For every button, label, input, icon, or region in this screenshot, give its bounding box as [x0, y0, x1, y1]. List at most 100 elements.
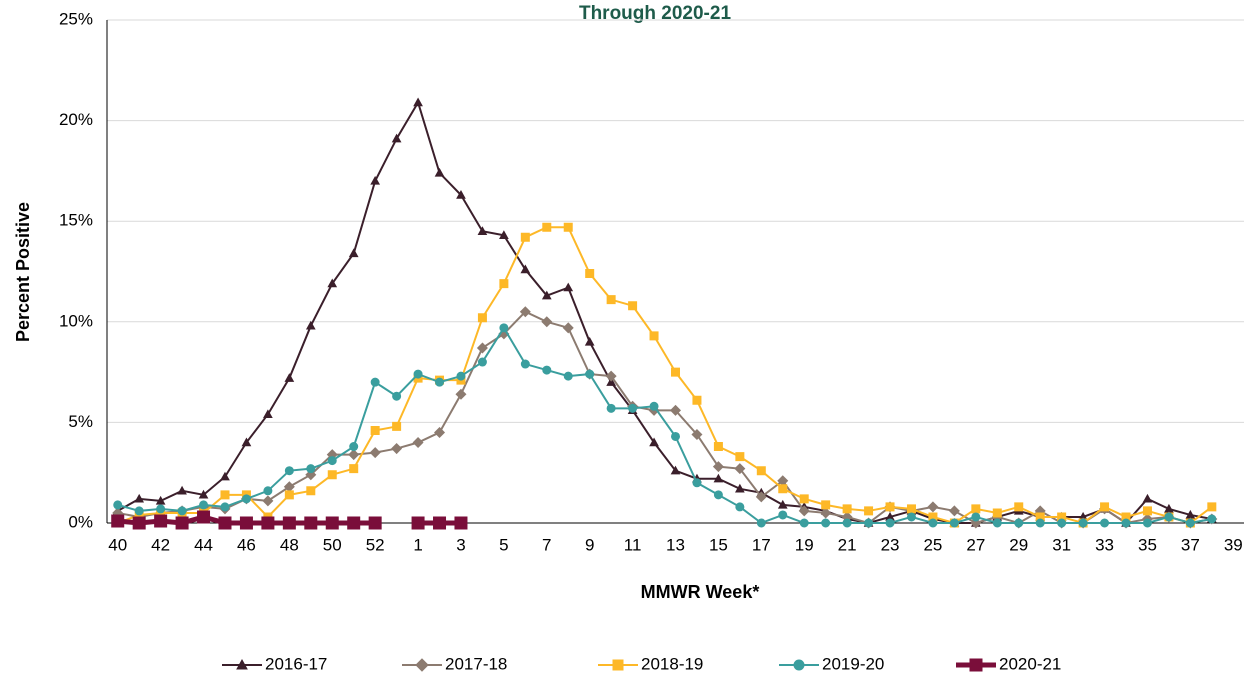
point: [434, 167, 445, 177]
point: [649, 331, 659, 341]
point: [499, 323, 509, 333]
point: [735, 502, 745, 512]
point: [1207, 502, 1217, 512]
point: [132, 516, 146, 530]
point: [606, 403, 616, 413]
point: [499, 279, 509, 289]
x-tick-label: 52: [366, 535, 385, 554]
point: [433, 516, 447, 530]
point: [821, 500, 831, 510]
point: [415, 658, 429, 672]
point: [798, 505, 810, 517]
point: [1207, 514, 1217, 524]
point: [691, 428, 703, 440]
point: [606, 377, 616, 386]
point: [284, 466, 294, 476]
point: [563, 282, 574, 292]
x-tick-label: 3: [456, 535, 465, 554]
x-tick-label: 46: [237, 535, 256, 554]
x-tick-label: 23: [881, 535, 900, 554]
point: [756, 466, 766, 476]
point: [370, 425, 380, 435]
x-tick-label: 29: [1009, 535, 1028, 554]
point: [154, 514, 168, 528]
point: [585, 269, 595, 279]
y-tick-label: 0%: [68, 512, 93, 531]
x-tick-label: 7: [542, 535, 551, 554]
legend-label: 2020-21: [999, 654, 1061, 673]
point: [541, 316, 553, 328]
point: [755, 491, 767, 503]
point: [520, 232, 530, 242]
series: [112, 97, 1217, 527]
point: [1142, 518, 1152, 528]
legend-label: 2017-18: [445, 654, 507, 673]
point: [756, 518, 766, 528]
series-line: [117, 325, 1213, 525]
point: [199, 500, 209, 510]
point: [799, 518, 809, 528]
x-tick-label: 15: [709, 535, 728, 554]
point: [649, 401, 659, 411]
x-tick-label: 44: [194, 535, 213, 554]
point: [842, 518, 852, 528]
point: [305, 320, 316, 330]
point: [327, 470, 337, 480]
point: [477, 357, 487, 367]
point: [327, 456, 337, 466]
point: [282, 516, 296, 530]
point: [1035, 518, 1045, 528]
point: [477, 226, 488, 235]
point: [111, 514, 125, 528]
point: [263, 409, 273, 419]
point: [455, 388, 467, 400]
x-tick-label: 42: [151, 535, 170, 554]
point: [134, 506, 144, 516]
series: [112, 306, 1218, 529]
point: [712, 461, 724, 473]
point: [1142, 493, 1153, 503]
point: [391, 443, 403, 455]
point: [1100, 502, 1110, 512]
point: [370, 377, 380, 387]
point: [585, 369, 595, 379]
point: [1121, 518, 1131, 528]
point: [885, 518, 895, 528]
point: [799, 494, 809, 504]
point: [197, 510, 211, 524]
y-tick-label: 15%: [59, 211, 93, 230]
point: [692, 395, 702, 405]
point: [348, 248, 359, 258]
x-tick-label: 50: [323, 535, 342, 554]
point: [605, 370, 617, 382]
point: [1057, 518, 1067, 528]
point: [155, 495, 166, 505]
point: [542, 365, 552, 375]
x-tick-label: 9: [585, 535, 594, 554]
point: [520, 264, 531, 274]
point: [175, 516, 189, 530]
point: [241, 494, 251, 504]
point: [777, 499, 788, 509]
point: [499, 230, 509, 239]
point: [628, 403, 638, 413]
point: [306, 486, 316, 496]
y-tick-label: 20%: [59, 110, 93, 129]
point: [948, 505, 960, 517]
point: [669, 404, 682, 416]
point: [906, 504, 916, 514]
point: [456, 190, 466, 199]
x-tick-label: 37: [1181, 535, 1200, 554]
point: [413, 369, 423, 379]
y-axis-title: Percent Positive: [13, 202, 33, 342]
point: [261, 516, 275, 530]
series: [111, 510, 468, 530]
point: [992, 508, 1002, 518]
point: [454, 516, 468, 530]
point: [735, 452, 745, 462]
x-tick-label: 1: [413, 535, 422, 554]
series-line: [117, 310, 1213, 525]
point: [820, 507, 832, 519]
x-tick-label: 33: [1095, 535, 1114, 554]
